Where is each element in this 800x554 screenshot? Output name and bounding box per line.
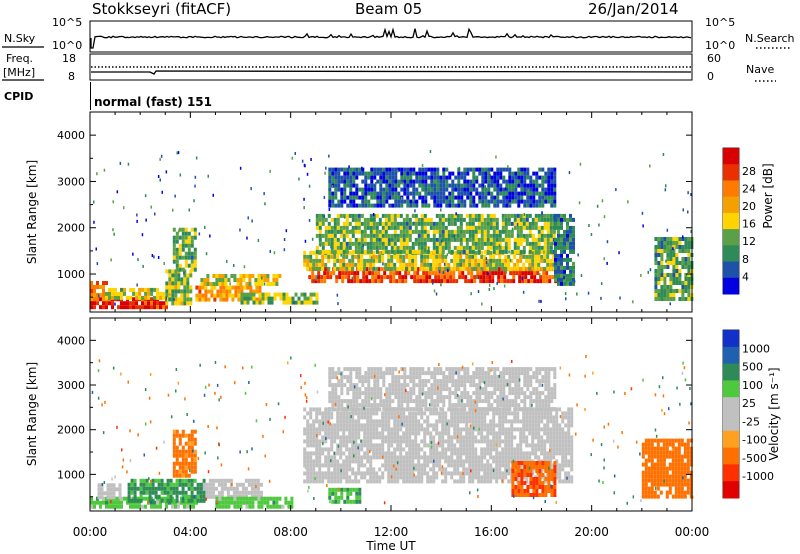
power-region-12 — [554, 213, 575, 286]
velocity-colorbar-swatch — [723, 380, 739, 398]
power-region-10 — [315, 213, 556, 254]
time-tick-label: 04:00 — [173, 525, 208, 539]
noise-left-tick-top: 10^5 — [52, 16, 82, 29]
time-tick-label: 00:00 — [73, 525, 108, 539]
frequency-trace — [91, 70, 692, 75]
power-colorbar-tick: 28 — [742, 165, 756, 178]
power-colorbar-swatch — [723, 164, 739, 181]
velocity-colorbar-swatch — [723, 447, 739, 465]
power-colorbar-swatch — [723, 180, 739, 198]
power-colorbar-swatch — [723, 212, 739, 230]
power-region-3 — [165, 269, 193, 306]
power-colorbar-swatch — [723, 229, 739, 246]
nave-label: Nave — [746, 63, 774, 76]
freq-right-tick-bottom: 0 — [707, 70, 714, 83]
freq-unit-label: [MHz] — [3, 66, 35, 79]
velocity-colorbar-tick: -25 — [742, 415, 760, 428]
velocity-colorbar-tick: -500 — [742, 452, 767, 465]
noise-sky-trace — [90, 27, 692, 49]
power-region-11 — [328, 167, 557, 208]
velocity-colorbar-swatch — [723, 397, 739, 415]
time-tick-label: 16:00 — [474, 525, 509, 539]
velocity-region-10 — [641, 438, 693, 499]
beam-label: Beam 05 — [355, 0, 423, 18]
power-region-4 — [172, 227, 197, 272]
time-tick-label: 12:00 — [374, 525, 409, 539]
noise-search-label: N.Search — [745, 32, 795, 45]
velocity-colorbar-tick: 100 — [742, 379, 763, 392]
ytick-label: 3000 — [57, 175, 85, 188]
velocity-colorbar-swatch — [723, 464, 739, 482]
ytick-label: 1000 — [57, 468, 85, 481]
ytick-label: 1000 — [57, 268, 85, 281]
velocity-region-6 — [328, 487, 362, 504]
freq-left-tick-bottom: 8 — [68, 70, 75, 83]
velocity-colorbar-swatch — [723, 330, 739, 348]
ytick-label: 3000 — [57, 379, 85, 392]
velocity-colorbar-tick: 25 — [742, 397, 756, 410]
power-colorbar-tick: 16 — [742, 218, 756, 231]
ytick-label: 2000 — [57, 424, 85, 437]
velocity-colorbar-tick: 1000 — [742, 342, 770, 355]
velocity-colorbar-tick: -1000 — [742, 470, 774, 483]
power-panel-ylabel: Slant Range [km] — [25, 160, 39, 264]
power-colorbar-swatch — [723, 277, 739, 295]
velocity-region-3 — [172, 429, 197, 478]
cpid-program: normal (fast) 151 — [94, 95, 212, 109]
ytick-label: 4000 — [57, 334, 85, 347]
power-region-6 — [200, 274, 282, 286]
power-colorbar-tick: 4 — [742, 270, 749, 283]
power-colorbar-tick: 8 — [742, 253, 749, 266]
velocity-colorbar-swatch — [723, 363, 739, 381]
power-colorbar-swatch — [723, 245, 739, 263]
velocity-region-7 — [303, 407, 574, 484]
noise-panel-frame — [89, 20, 693, 53]
ytick-label: 4000 — [57, 129, 85, 142]
noise-right-tick-bottom: 10^0 — [705, 39, 735, 52]
velocity-region-2 — [127, 478, 206, 503]
power-colorbar-swatch — [723, 148, 739, 165]
velocity-colorbar-swatch — [723, 430, 739, 449]
power-colorbar-tick: 20 — [742, 200, 756, 213]
power-region-1 — [90, 281, 108, 301]
velocity-panel-ylabel: Slant Range [km] — [25, 362, 39, 466]
ytick-label: 2000 — [57, 222, 85, 235]
velocity-colorbar-tick: -100 — [742, 434, 767, 447]
time-tick-label: 08:00 — [273, 525, 308, 539]
power-colorbar-tick: 12 — [742, 235, 756, 248]
velocity-heatmap — [90, 355, 694, 509]
time-axis-label: Time UT — [365, 539, 416, 553]
velocity-colorbar-swatch — [723, 481, 739, 499]
velocity-scatter — [91, 355, 694, 505]
noise-left-tick-bottom: 10^0 — [52, 39, 82, 52]
power-colorbar-swatch — [723, 196, 739, 214]
power-colorbar-label: Power [dB] — [761, 163, 775, 228]
velocity-colorbar-swatch — [723, 346, 739, 365]
velocity-region-8 — [328, 367, 557, 412]
station-title: Stokkseyri (fitACF) — [92, 0, 232, 18]
noise-right-tick-top: 10^5 — [705, 16, 735, 29]
freq-panel-frame — [89, 53, 693, 81]
velocity-region-9 — [511, 461, 557, 497]
velocity-region-5 — [215, 496, 294, 509]
velocity-colorbar-swatch — [723, 414, 739, 432]
velocity-colorbar-tick: 500 — [742, 361, 763, 374]
velocity-region-4 — [202, 478, 263, 499]
cpid-label: CPID — [4, 90, 33, 103]
freq-left-tick-top: 18 — [62, 52, 76, 65]
time-tick-label: 00:00 — [675, 525, 710, 539]
noise-sky-label: N.Sky — [4, 32, 36, 45]
power-colorbar-swatch — [723, 261, 739, 279]
date-label: 26/Jan/2014 — [588, 0, 679, 18]
freq-right-tick-top: 60 — [707, 52, 721, 65]
power-heatmap — [90, 150, 694, 310]
power-region-2 — [105, 287, 172, 300]
velocity-colorbar-label: Velocity [m s⁻¹] — [767, 367, 781, 460]
power-region-7 — [240, 292, 319, 305]
freq-label: Freq. — [6, 52, 33, 65]
time-tick-label: 20:00 — [574, 525, 609, 539]
power-colorbar-tick: 24 — [742, 182, 756, 195]
power-scatter — [93, 150, 692, 306]
